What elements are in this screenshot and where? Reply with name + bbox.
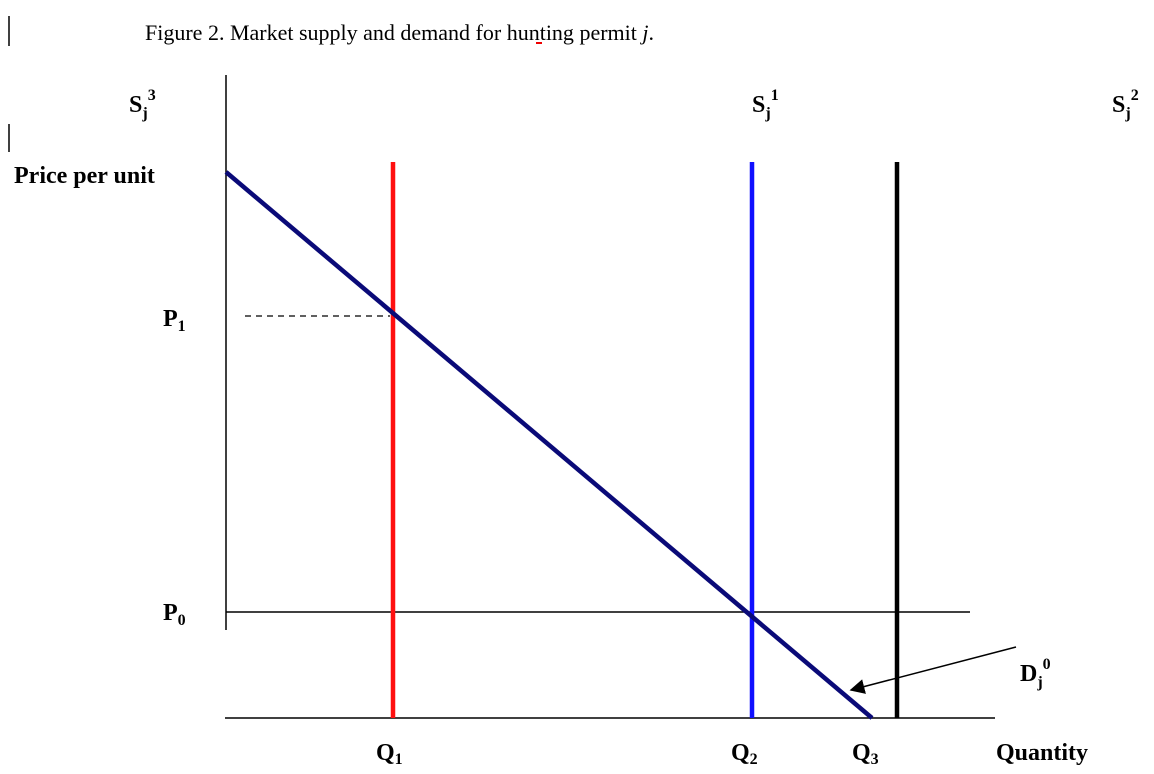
- label-base: P: [163, 600, 178, 626]
- price-label: P0: [163, 600, 186, 629]
- label-sub: 3: [871, 751, 879, 768]
- label-base: Q: [376, 740, 395, 766]
- y-axis-label: Price per unit: [14, 163, 155, 189]
- label-base: S: [1112, 92, 1125, 118]
- label-sup: 0: [1043, 656, 1051, 673]
- label-sup: 3: [148, 87, 156, 104]
- label-base: P: [163, 306, 178, 332]
- label-base: S: [752, 92, 765, 118]
- label-sub: 1: [395, 751, 403, 768]
- demand-label: Dj0: [1020, 656, 1051, 691]
- caption-variable: j: [639, 20, 648, 45]
- label-base: S: [129, 92, 142, 118]
- label-sub: 0: [178, 612, 186, 629]
- supply-label: Sj2: [1112, 87, 1139, 122]
- quantity-label: Q3: [852, 740, 879, 768]
- label-sub: j: [764, 105, 770, 122]
- label-sub: 2: [750, 751, 758, 768]
- label-sub: j: [1036, 674, 1042, 691]
- arrow: [849, 646, 1017, 694]
- label-sub: j: [141, 105, 147, 122]
- label-base: Q: [852, 740, 871, 766]
- caption-text: Figure 2. Market supply and demand for h…: [145, 20, 574, 45]
- label-sub: j: [1124, 105, 1130, 122]
- quantity-label: Q1: [376, 740, 403, 768]
- price-label: P1: [163, 306, 186, 335]
- label-sub: 1: [178, 318, 186, 335]
- x-axis-label: Quantity: [996, 740, 1088, 766]
- demand-curve: [224, 170, 874, 720]
- caption-end: .: [649, 20, 655, 45]
- caption: Figure 2. Market supply and demand for h…: [145, 20, 654, 45]
- supply-label: Sj3: [129, 87, 156, 122]
- label-base: D: [1020, 661, 1037, 687]
- label-sup: 1: [771, 87, 779, 104]
- caption-word: permit: [579, 20, 636, 45]
- label-sup: 2: [1131, 87, 1139, 104]
- label-base: Q: [731, 740, 750, 766]
- quantity-label: Q2: [731, 740, 758, 768]
- supply-label: Sj1: [752, 87, 779, 122]
